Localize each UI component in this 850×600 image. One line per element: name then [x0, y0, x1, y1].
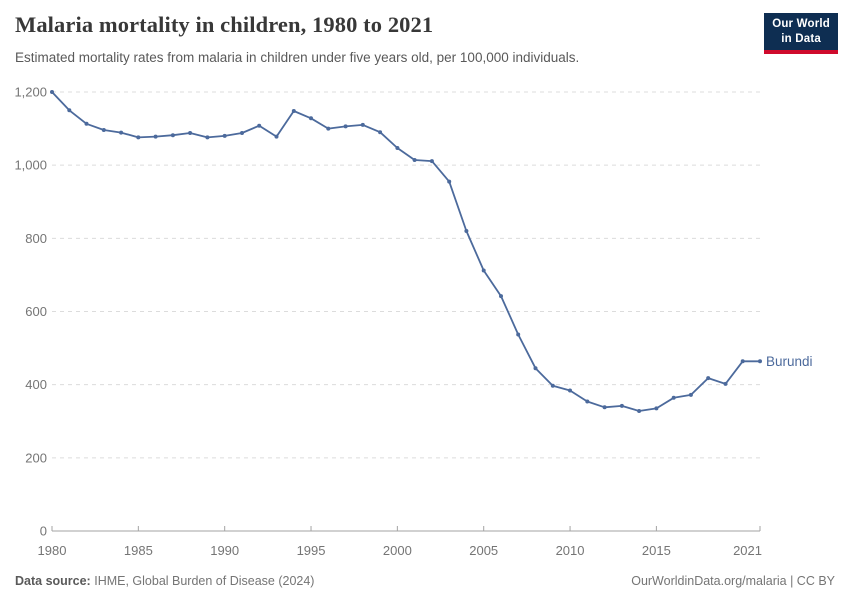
data-point[interactable] — [481, 268, 486, 273]
data-point[interactable] — [654, 406, 659, 411]
data-point[interactable] — [516, 332, 521, 337]
data-point[interactable] — [378, 130, 383, 135]
data-point[interactable] — [101, 128, 106, 132]
x-axis-tick-label: 1995 — [297, 543, 326, 558]
data-point[interactable] — [136, 135, 141, 140]
data-point[interactable] — [119, 130, 124, 135]
data-point[interactable] — [585, 399, 590, 404]
x-axis-tick-label: 2015 — [642, 543, 671, 558]
data-point[interactable] — [205, 135, 210, 140]
data-point[interactable] — [360, 122, 365, 127]
x-axis-tick-label: 2021 — [733, 543, 762, 558]
x-axis-tick-label: 1980 — [38, 543, 67, 558]
data-point[interactable] — [222, 133, 227, 138]
data-point[interactable] — [326, 126, 331, 131]
data-point[interactable] — [706, 376, 711, 381]
data-point[interactable] — [533, 366, 538, 371]
chart-footer: Data source: IHME, Global Burden of Dise… — [15, 574, 835, 588]
data-point[interactable] — [309, 116, 313, 121]
data-point[interactable] — [67, 108, 72, 113]
data-point[interactable] — [240, 131, 244, 135]
data-point[interactable] — [412, 158, 417, 162]
data-point[interactable] — [723, 381, 728, 386]
x-axis-tick-label: 1990 — [210, 543, 239, 558]
data-point[interactable] — [671, 395, 676, 400]
data-point[interactable] — [343, 124, 348, 129]
data-point[interactable] — [602, 405, 607, 410]
data-point[interactable] — [429, 159, 434, 164]
data-point[interactable] — [257, 123, 262, 128]
footer-attribution[interactable]: OurWorldinData.org/malaria | CC BY — [631, 574, 835, 588]
data-point[interactable] — [637, 409, 642, 413]
chart-subtitle: Estimated mortality rates from malaria i… — [15, 50, 580, 65]
x-axis-tick-label: 1985 — [124, 543, 153, 558]
data-point[interactable] — [550, 383, 555, 388]
y-axis-tick-label: 200 — [25, 450, 47, 465]
data-source-value: IHME, Global Burden of Disease (2024) — [94, 574, 315, 588]
x-axis-tick-label: 2000 — [383, 543, 412, 558]
owid-logo[interactable]: Our World in Data — [764, 13, 838, 54]
y-axis-tick-label: 1,000 — [14, 158, 47, 173]
owid-logo-line1: Our World — [772, 18, 830, 30]
data-point[interactable] — [568, 388, 572, 393]
data-point[interactable] — [740, 359, 745, 364]
data-point[interactable] — [758, 359, 762, 364]
data-point[interactable] — [153, 134, 158, 139]
y-axis-tick-label: 1,200 — [14, 85, 47, 100]
data-source: Data source: IHME, Global Burden of Dise… — [15, 574, 314, 588]
data-point[interactable] — [291, 109, 296, 113]
y-axis-tick-label: 800 — [25, 231, 47, 246]
data-point[interactable] — [464, 229, 469, 233]
series-line-burundi[interactable] — [51, 91, 761, 412]
data-source-label: Data source: — [15, 574, 91, 588]
data-point[interactable] — [274, 134, 279, 139]
data-point[interactable] — [688, 392, 693, 397]
data-point[interactable] — [395, 146, 400, 150]
y-axis-tick-label: 0 — [40, 524, 47, 539]
data-point[interactable] — [84, 121, 89, 126]
data-point[interactable] — [188, 131, 193, 135]
data-point[interactable] — [499, 294, 503, 299]
y-axis-tick-label: 600 — [25, 304, 47, 319]
x-axis-tick-label: 2005 — [469, 543, 498, 558]
x-axis-tick-label: 2010 — [556, 543, 585, 558]
owid-logo-line2: in Data — [781, 32, 821, 45]
data-point[interactable] — [50, 90, 54, 94]
series-end-label: Burundi — [766, 354, 813, 369]
page-title: Malaria mortality in children, 1980 to 2… — [15, 12, 434, 37]
data-point[interactable] — [447, 179, 452, 184]
data-point[interactable] — [170, 133, 175, 138]
y-axis-tick-label: 400 — [25, 377, 47, 392]
data-point[interactable] — [619, 403, 624, 408]
